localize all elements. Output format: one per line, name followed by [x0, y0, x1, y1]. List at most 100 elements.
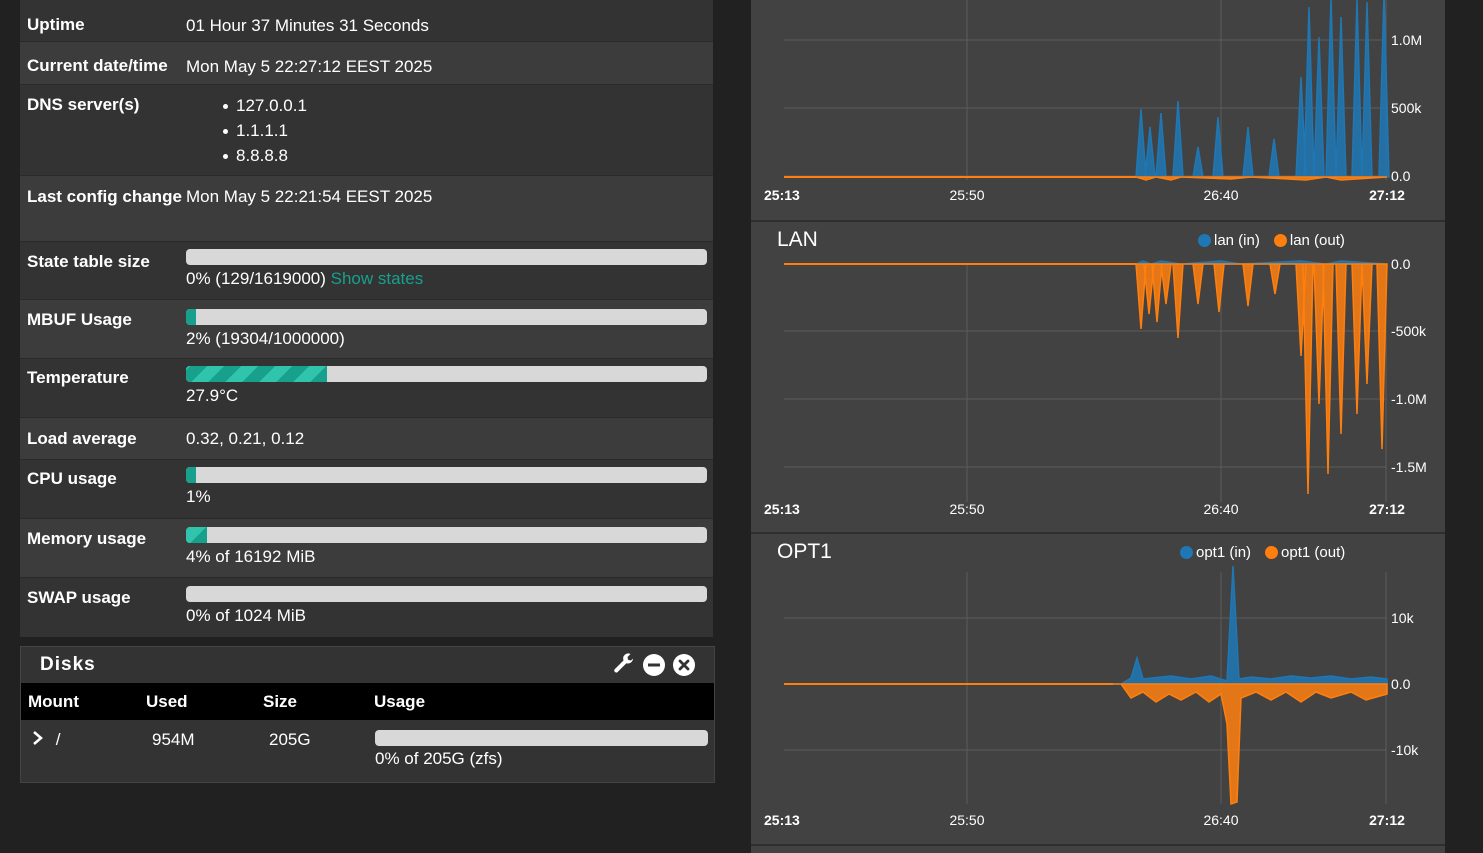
cpu-usage-label: CPU usage	[27, 469, 117, 488]
cpu-usage-row: CPU usage 1%	[20, 460, 713, 519]
cpu-usage-value: 1%	[186, 487, 211, 506]
opt1-chart-legend: opt1 (in) opt1 (out)	[1180, 544, 1345, 561]
config-change-value: Mon May 5 22:21:54 EEST 2025	[186, 187, 433, 206]
memory-usage-progress	[186, 527, 707, 543]
datetime-value: Mon May 5 22:27:12 EEST 2025	[186, 57, 433, 76]
y-tick-label: 0.0	[1391, 168, 1411, 184]
x-tick-label: 27:12	[1369, 187, 1405, 203]
disks-table: Mount Used Size Usage / 954M 205G 0% of …	[21, 683, 714, 781]
dns-row: DNS server(s) 127.0.0.1 1.1.1.1 8.8.8.8	[20, 85, 713, 176]
y-tick-label: -1.5M	[1391, 459, 1427, 475]
legend-item-out[interactable]: opt1 (out)	[1265, 544, 1345, 561]
dns-label: DNS server(s)	[27, 95, 140, 114]
mbuf-row: MBUF Usage 2% (19304/1000000)	[20, 300, 713, 359]
datetime-label: Current date/time	[27, 56, 168, 75]
swap-usage-row: SWAP usage 0% of 1024 MiB	[20, 578, 713, 637]
y-tick-label: 0.0	[1391, 256, 1411, 272]
disk-size: 205G	[269, 730, 311, 749]
col-usage: Usage	[374, 691, 426, 711]
wrench-icon[interactable]	[612, 653, 636, 677]
series-in-area	[1113, 565, 1388, 685]
disks-table-header: Mount Used Size Usage	[21, 683, 714, 720]
load-average-label: Load average	[27, 429, 137, 448]
lan-chart-title: LAN	[777, 228, 818, 251]
x-tick-label: 26:40	[1203, 812, 1238, 828]
system-information-panel: Uptime 01 Hour 37 Minutes 31 Seconds Cur…	[20, 0, 713, 637]
chart-divider	[751, 844, 1445, 846]
mbuf-progress	[186, 309, 707, 325]
state-table-row: State table size 0% (129/1619000) Show s…	[20, 242, 713, 300]
disk-used: 954M	[152, 730, 195, 749]
mbuf-value: 2% (19304/1000000)	[186, 329, 345, 348]
traffic-graphs-panel: 1.0M 500k 0.0 25:13 25:50 26:40 27:12 LAN lan …	[751, 0, 1445, 853]
temperature-value: 27.9°C	[186, 386, 239, 405]
y-tick-label: -1.0M	[1391, 391, 1427, 407]
minimize-icon[interactable]	[642, 653, 666, 677]
col-size: Size	[263, 691, 298, 711]
opt1-chart-panel: OPT1 opt1 (in) opt1 (out) 10k 0.0 -10k 25:1…	[751, 534, 1445, 844]
temperature-progress	[186, 366, 707, 382]
y-tick-label: -500k	[1391, 323, 1427, 339]
table-row: / 954M 205G 0% of 205G (zfs)	[21, 720, 714, 781]
lan-traffic-chart: 0.0 -500k -1.0M -1.5M 25:13 25:50 26:40 27:12	[764, 256, 1427, 517]
config-change-label: Last config change	[27, 187, 182, 206]
temperature-label: Temperature	[27, 368, 129, 387]
state-table-progress	[186, 249, 707, 265]
x-tick-label: 27:12	[1369, 501, 1405, 517]
cpu-usage-progress	[186, 467, 707, 483]
y-tick-label: 500k	[1391, 100, 1422, 116]
legend-item-in[interactable]: opt1 (in)	[1180, 544, 1251, 561]
uptime-row: Uptime 01 Hour 37 Minutes 31 Seconds	[20, 0, 713, 42]
legend-item-out[interactable]: lan (out)	[1273, 232, 1345, 249]
close-icon[interactable]	[672, 653, 696, 677]
load-average-row: Load average 0.32, 0.21, 0.12	[20, 418, 713, 460]
wan-chart-panel: 1.0M 500k 0.0 25:13 25:50 26:40 27:12	[751, 0, 1445, 220]
disk-usage-progress	[375, 730, 708, 746]
x-tick-label: 25:13	[764, 187, 800, 203]
lan-chart-legend: lan (in) lan (out)	[1198, 232, 1345, 249]
dns-item: 8.8.8.8	[186, 143, 707, 168]
series-in-area	[1135, 0, 1390, 178]
x-tick-label: 25:13	[764, 812, 800, 828]
show-states-link[interactable]: Show states	[330, 269, 424, 288]
datetime-row: Current date/time Mon May 5 22:27:12 EES…	[20, 42, 713, 85]
col-used: Used	[146, 691, 188, 711]
temperature-row: Temperature 27.9°C	[20, 359, 713, 418]
memory-usage-row: Memory usage 4% of 16192 MiB	[20, 519, 713, 578]
state-table-label: State table size	[27, 252, 150, 271]
mbuf-label: MBUF Usage	[27, 310, 132, 329]
memory-usage-value: 4% of 16192 MiB	[186, 547, 316, 566]
opt1-traffic-chart: 10k 0.0 -10k 25:13 25:50 26:40 27:12	[764, 565, 1419, 828]
series-out-area	[1113, 683, 1388, 806]
disk-usage-value: 0% of 205G (zfs)	[375, 749, 503, 768]
y-tick-label: -10k	[1391, 742, 1419, 758]
x-tick-label: 27:12	[1369, 812, 1405, 828]
swap-usage-progress	[186, 586, 707, 602]
disk-mount: /	[55, 730, 61, 749]
config-change-row: Last config change Mon May 5 22:21:54 EE…	[20, 176, 713, 242]
lan-chart-panel: LAN lan (in) lan (out) 0.0 -500k -1.0M -1.5…	[751, 222, 1445, 532]
load-average-value: 0.32, 0.21, 0.12	[186, 429, 305, 448]
y-tick-label: 10k	[1391, 610, 1415, 626]
dns-item: 1.1.1.1	[186, 118, 707, 143]
col-mount: Mount	[28, 691, 79, 711]
series-out-area	[1135, 176, 1388, 181]
chart-divider	[751, 532, 1445, 534]
y-tick-label: 1.0M	[1391, 32, 1422, 48]
series-out-area	[1135, 263, 1388, 495]
disks-title: Disks	[40, 654, 96, 675]
chevron-right-icon[interactable]	[31, 730, 45, 751]
uptime-label: Uptime	[27, 15, 85, 34]
state-table-value: 0% (129/1619000)	[186, 269, 326, 288]
x-tick-label: 25:50	[949, 187, 984, 203]
x-tick-label: 25:13	[764, 501, 800, 517]
disks-widget: Disks Mount Used Size Usage	[20, 646, 715, 783]
y-tick-label: 0.0	[1391, 676, 1411, 692]
legend-item-in[interactable]: lan (in)	[1198, 232, 1260, 249]
x-tick-label: 26:40	[1203, 187, 1238, 203]
chart-divider	[751, 220, 1445, 222]
memory-usage-label: Memory usage	[27, 529, 147, 548]
x-tick-label: 25:50	[949, 501, 984, 517]
x-tick-label: 26:40	[1203, 501, 1238, 517]
opt1-chart-title: OPT1	[777, 540, 832, 563]
